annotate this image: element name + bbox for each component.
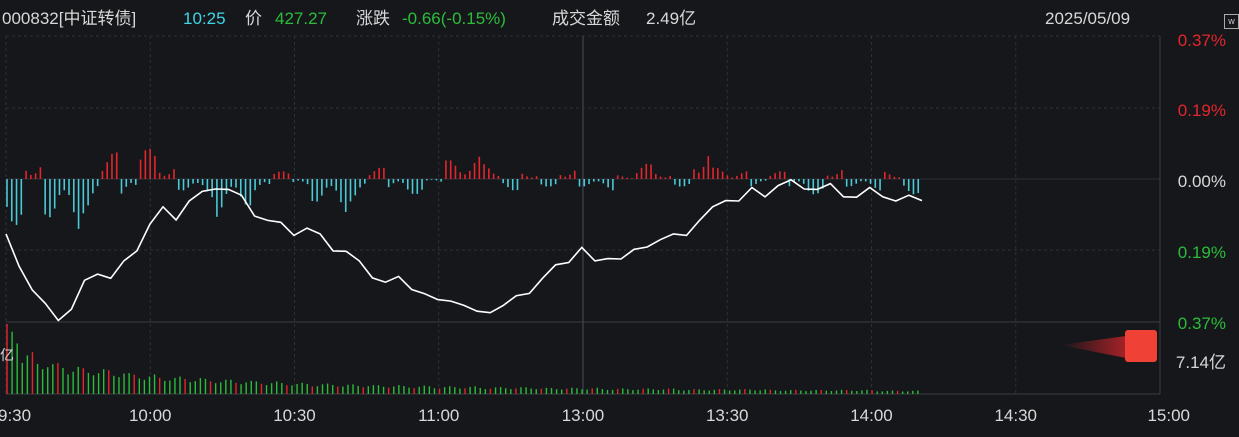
marker-glow xyxy=(1060,336,1126,358)
y-tick-label: 0.19% xyxy=(1178,101,1226,120)
y-tick-label: 0.37% xyxy=(1178,31,1226,50)
current-time: 10:25 xyxy=(183,9,226,28)
x-tick-label: 10:30 xyxy=(273,406,316,425)
change-value: -0.66(-0.15%) xyxy=(402,9,506,28)
price-line xyxy=(5,178,923,322)
x-tick-label: 11:00 xyxy=(418,406,459,425)
x-tick-label: 15:00 xyxy=(1147,406,1190,425)
amount-label: 成交金额 xyxy=(552,9,620,28)
change-label: 涨跌 xyxy=(356,9,390,28)
volume-scale-label: 7.14亿 xyxy=(1176,353,1226,372)
volume-side-label: 亿 xyxy=(0,347,14,363)
amount-value: 2.49亿 xyxy=(646,9,697,28)
x-tick-label: 13:30 xyxy=(706,406,749,425)
y-tick-label: 0.00% xyxy=(1178,172,1226,191)
x-tick-label: 14:30 xyxy=(994,406,1037,425)
y-tick-label: 0.37% xyxy=(1178,314,1226,333)
price-label: 价 xyxy=(245,9,262,28)
y-tick-label: 0.19% xyxy=(1178,243,1226,262)
price-value: 427.27 xyxy=(275,9,327,28)
chart-header: 000832[中证转债] 10:25 价 427.27 涨跌 -0.66(-0.… xyxy=(0,0,1239,36)
x-tick-label: 14:00 xyxy=(850,406,893,425)
x-tick-label: 9:30 xyxy=(0,406,31,425)
x-tick-label: 10:00 xyxy=(129,406,172,425)
trade-date: 2025/05/09 xyxy=(1045,9,1131,28)
x-tick-label: 13:00 xyxy=(562,406,605,425)
current-marker-button[interactable] xyxy=(1125,330,1157,362)
security-code-name: 000832[中证转债] xyxy=(2,9,137,28)
